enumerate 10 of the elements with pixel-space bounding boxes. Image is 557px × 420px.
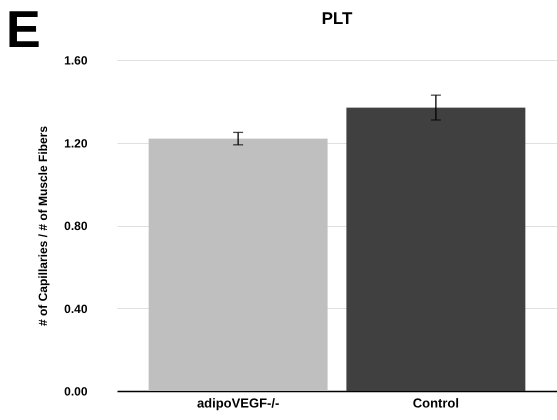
text: E — [6, 1, 41, 59]
y-tick-label: 0.80 — [64, 219, 88, 233]
y-axis-title: # of Capillaries / # of Muscle Fibers — [36, 126, 50, 326]
y-tick-label: 1.60 — [64, 54, 88, 68]
y-tick-label: 1.20 — [64, 136, 88, 150]
chart-title: PLT — [322, 9, 354, 28]
y-tick-label: 0.00 — [64, 384, 88, 398]
x-tick-label: adipoVEGF-/- — [196, 396, 280, 410]
x-tick-label: Control — [412, 396, 459, 410]
y-tick-label: 0.40 — [64, 302, 88, 316]
